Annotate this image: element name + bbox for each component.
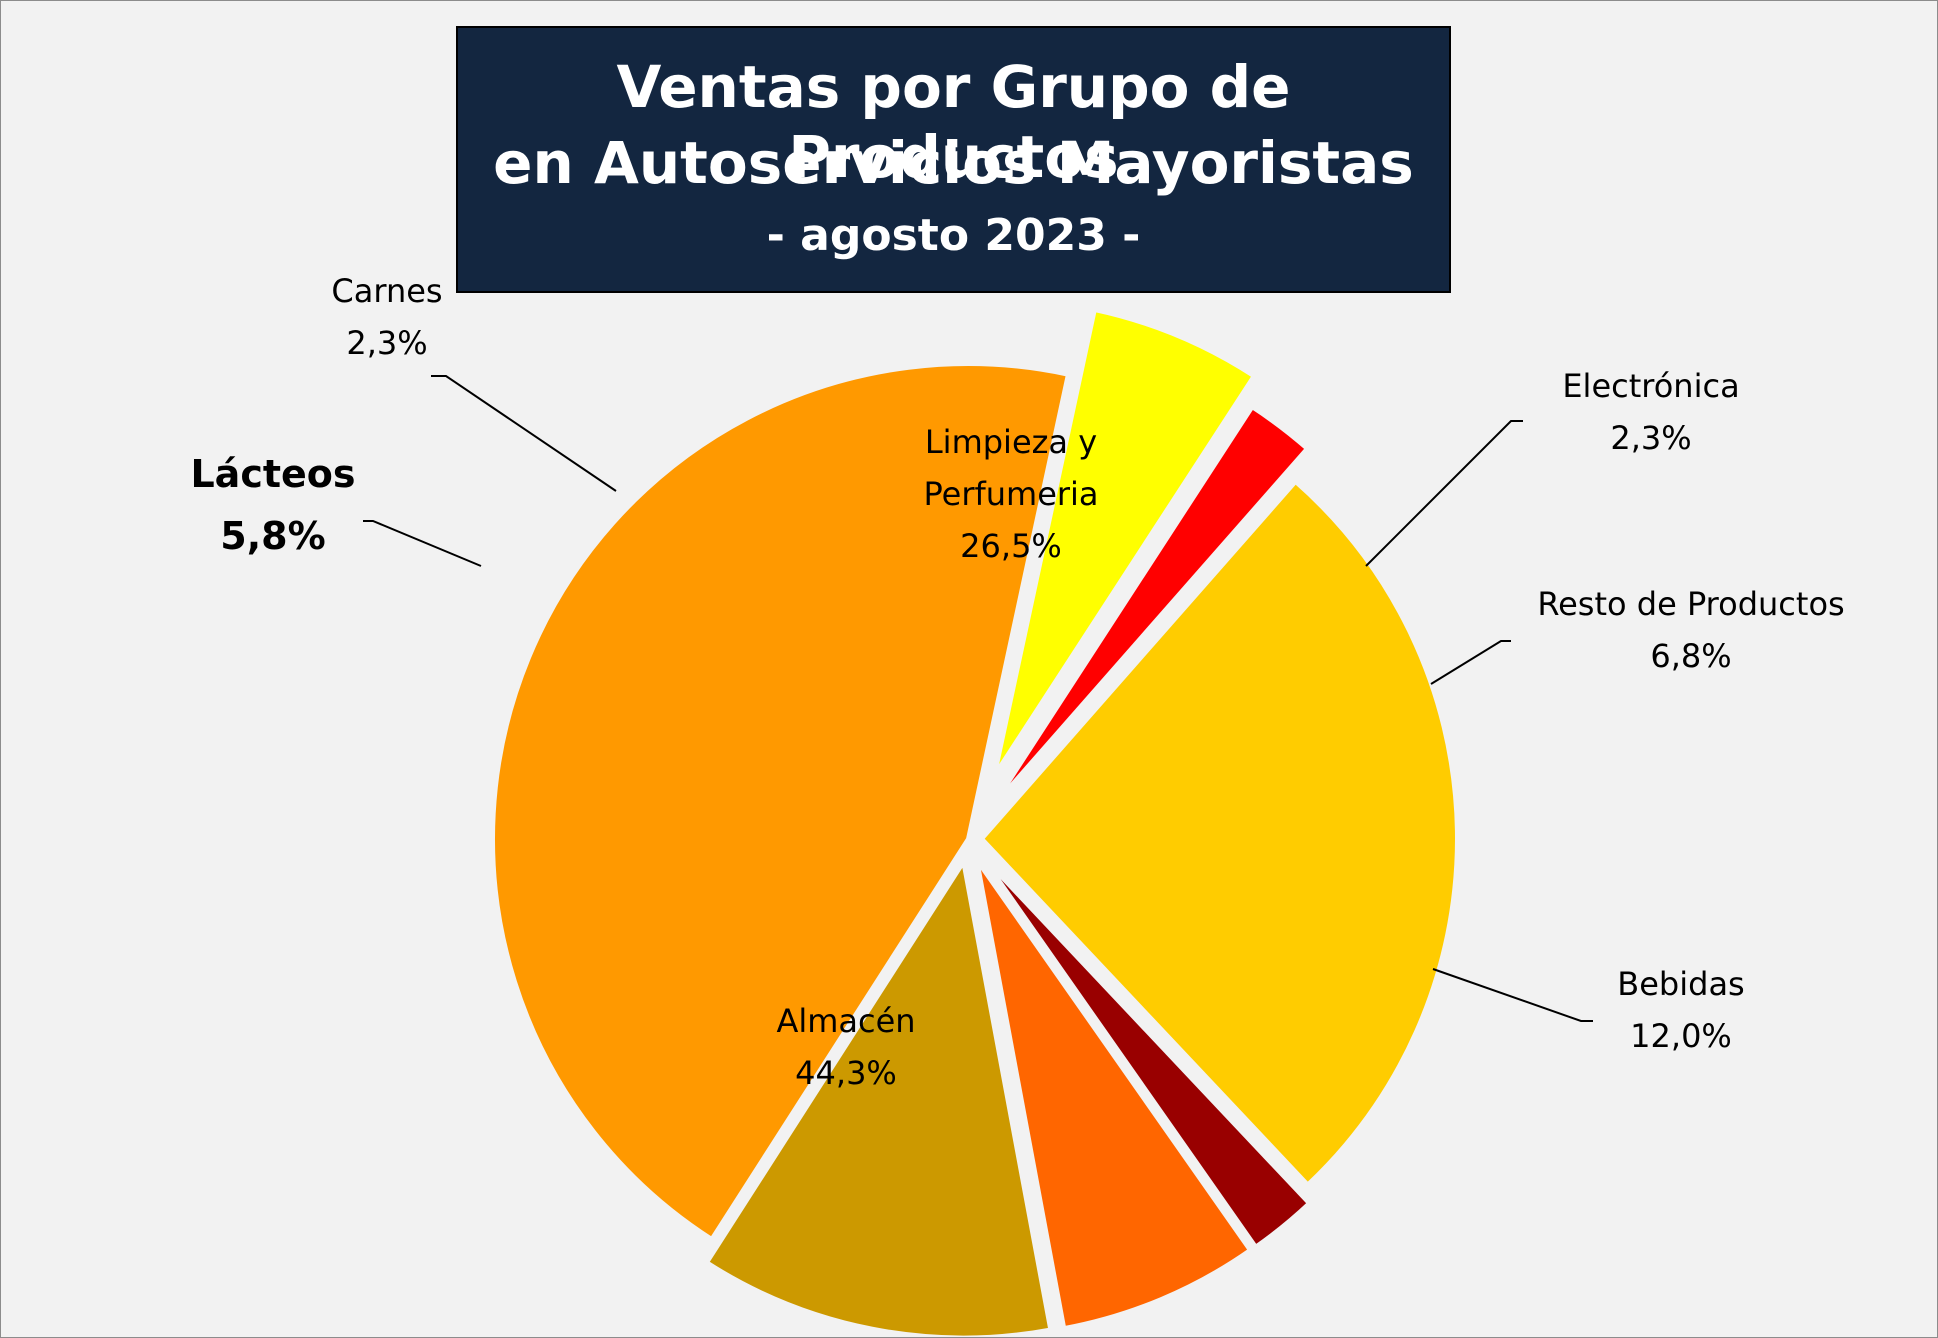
leader-line: [1432, 968, 1593, 1022]
slice-labels: Limpieza y Perfumeria 26,5% Electrónica 2,3%…: [190, 272, 1844, 1092]
leader-line: [363, 520, 482, 567]
chart-title-box: Ventas por Grupo de Productos en Autoser…: [456, 26, 1451, 293]
pie-slice-almacén: [491, 362, 1071, 1242]
slice-value-label: 5,8%: [220, 514, 325, 558]
pie-slice-limpieza-y-perfumeria: [979, 479, 1459, 1188]
slice-category-label: Bebidas: [1617, 965, 1744, 1003]
pie-slice-carnes: [991, 404, 1310, 807]
slice-value-label: 2,3%: [1610, 419, 1691, 457]
slice-category-label: Almacén: [776, 1002, 915, 1040]
slice-value-label: 44,3%: [795, 1054, 897, 1092]
slice-category-label: Electrónica: [1562, 367, 1739, 405]
pie-slice-lácteos: [992, 307, 1257, 776]
pie-slice-resto-de-productos: [975, 859, 1253, 1331]
pie-slice-electrónica: [981, 856, 1312, 1250]
chart-subtitle: - agosto 2023 -: [766, 210, 1141, 261]
slice-value-label: 26,5%: [960, 527, 1062, 565]
slice-value-label: 6,8%: [1650, 637, 1731, 675]
slice-value-label: 2,3%: [346, 324, 427, 362]
leader-lines: [363, 375, 1593, 1022]
leader-line: [1365, 420, 1523, 567]
slice-category-label: Resto de Productos: [1537, 585, 1844, 623]
slice-category-label: Limpieza y: [925, 423, 1097, 461]
chart-title-line-1: Ventas por Grupo de Productos: [616, 53, 1291, 191]
pie-slice-bebidas: [704, 857, 1053, 1337]
leader-line: [1430, 640, 1511, 685]
chart-title-line-2: en Autoservicios Mayoristas: [493, 129, 1414, 197]
slice-category-label: Perfumeria: [923, 475, 1098, 513]
slice-value-label: 12,0%: [1630, 1017, 1732, 1055]
slice-category-label: Carnes: [331, 272, 442, 310]
leader-line: [431, 375, 617, 492]
slice-category-label: Lácteos: [190, 452, 355, 496]
pie-slices: [491, 307, 1459, 1337]
